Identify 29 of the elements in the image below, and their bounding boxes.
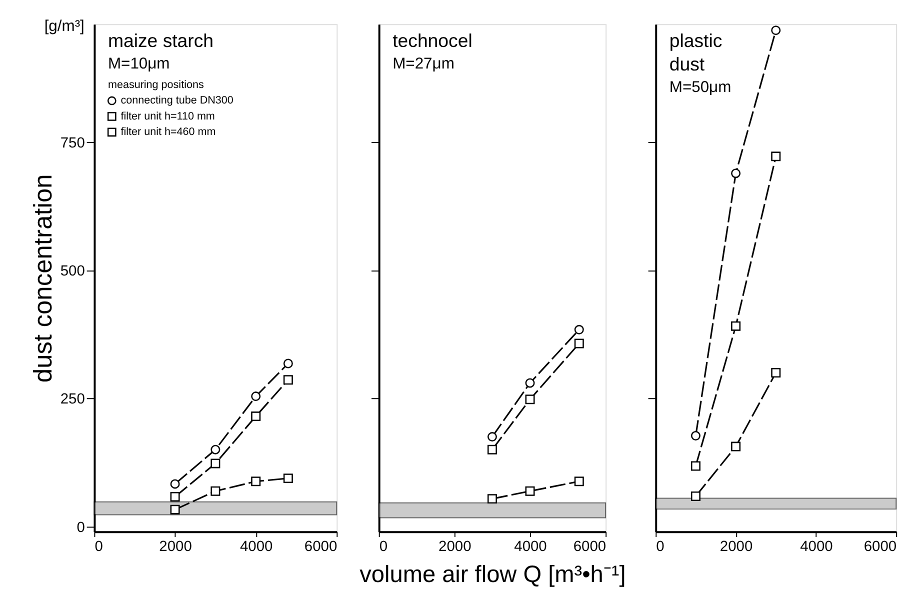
legend-label: filter unit h=110 mm [120,110,215,122]
x-tick-label: 0 [379,538,388,555]
x-tick-label: 2000 [720,538,753,555]
y-tick-label: 500 [60,264,85,280]
y-tick-label: 750 [60,135,85,152]
x-tick-label: 4000 [240,538,273,555]
x-axis-title: volume air flow Q [m³•h⁻¹] [360,561,626,588]
text: [g/m³] [44,18,84,36]
annotation: plastic dust [669,30,722,74]
annotation: M=27μm [392,55,454,72]
legend-label: filter unit h=460 mm [120,126,216,138]
x-tick-label: 2000 [159,538,192,555]
legend-label: connecting tube DN300 [120,94,234,107]
x-tick-label: 2000 [438,538,472,555]
annotation: M=50μm [669,78,732,96]
annotation: M=10μm [108,55,170,72]
y-tick-label: 0 [76,520,85,536]
x-tick-label: 6000 [864,538,897,555]
x-tick-label: 6000 [573,538,606,555]
x-tick-label: 4000 [514,538,547,555]
legend-title: measuring positions [108,78,204,91]
annotation: technocel [392,30,472,51]
y-tick-label: 250 [60,392,85,408]
y-axis-title: dust concentration [30,174,58,383]
x-tick-label: 0 [94,538,103,555]
annotation: maize starch [108,30,214,51]
x-tick-label: 0 [656,538,664,555]
x-tick-label: 6000 [304,538,338,555]
x-tick-label: 4000 [800,538,833,555]
